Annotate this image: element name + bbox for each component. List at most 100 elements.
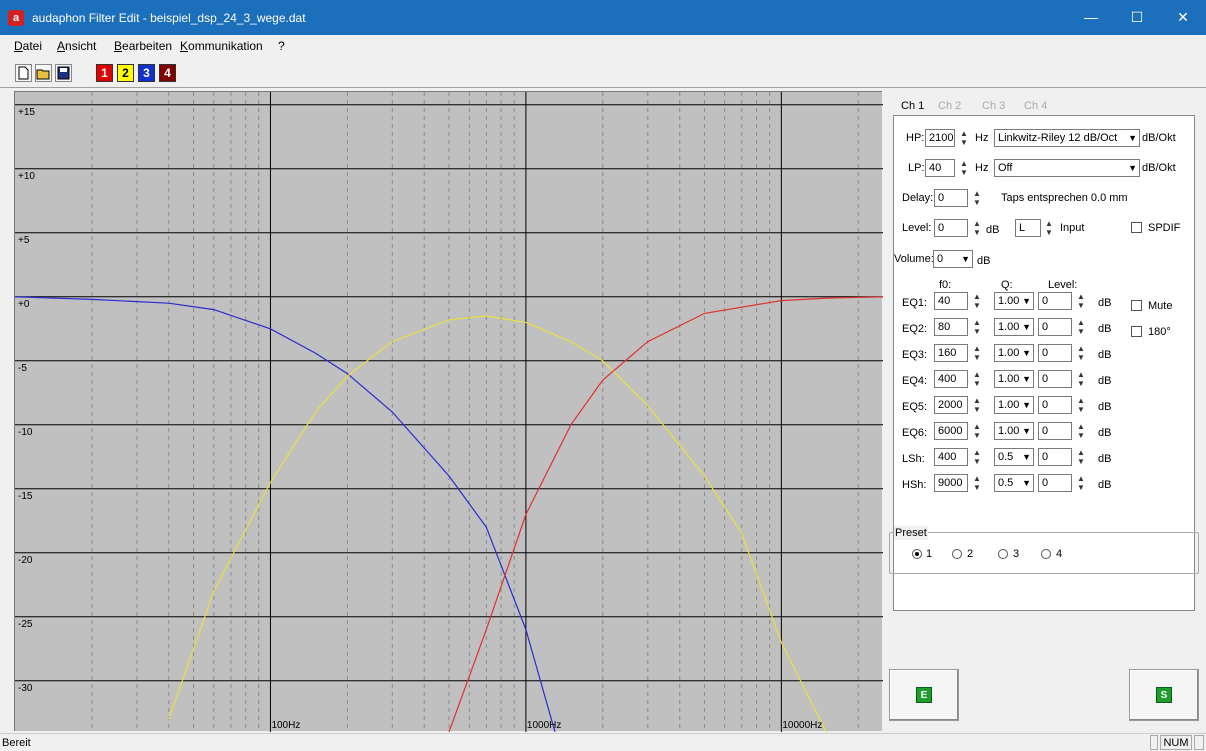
close-button[interactable]: ✕ [1177, 9, 1189, 25]
eq-8-level-spinner[interactable]: ▲ ▼ [1077, 474, 1085, 492]
channel-1-button[interactable]: 1 [96, 64, 113, 82]
eq-4-q-select[interactable]: 1.00 ▼ [994, 370, 1034, 388]
y-tick-label: -20 [18, 555, 33, 566]
eq-6-f0-input[interactable]: 6000 [934, 422, 968, 440]
eq-2-level-spinner[interactable]: ▲ ▼ [1077, 318, 1085, 336]
open-button[interactable] [35, 64, 52, 82]
eq-2-f0-spinner[interactable]: ▲ ▼ [973, 318, 981, 336]
eq-8-label: HSh: [902, 479, 927, 491]
s-button[interactable]: S [1129, 669, 1199, 721]
preset-3-label: 3 [1013, 548, 1020, 560]
preset-2-radio[interactable] [952, 549, 962, 559]
new-file-icon [18, 66, 29, 80]
channel-4-button[interactable]: 4 [159, 64, 176, 82]
tab-ch2[interactable]: Ch 2 [938, 100, 962, 112]
tab-ch1[interactable]: Ch 1 [901, 100, 925, 112]
eq-2-q-select[interactable]: 1.00 ▼ [994, 318, 1034, 336]
chevron-down-icon: ▼ [961, 254, 970, 264]
eq-7-q-select[interactable]: 0.5 ▼ [994, 448, 1034, 466]
eq-1-q-select[interactable]: 1.00 ▼ [994, 292, 1034, 310]
series-blue-line [15, 296, 556, 732]
eq-4-f0-input[interactable]: 400 [934, 370, 968, 388]
eq-2-level-input[interactable]: 0 [1038, 318, 1072, 336]
menu-help[interactable]: ? [278, 39, 285, 53]
eq-7-level-spinner[interactable]: ▲ ▼ [1077, 448, 1085, 466]
chevron-down-icon: ▼ [1128, 133, 1137, 143]
e-button[interactable]: E [889, 669, 959, 721]
eq-3-level-input[interactable]: 0 [1038, 344, 1072, 362]
input-select[interactable]: L [1015, 219, 1041, 237]
delay-spinner[interactable]: ▲ ▼ [973, 189, 981, 207]
eq-2-f0-input[interactable]: 80 [934, 318, 968, 336]
tab-ch3[interactable]: Ch 3 [982, 100, 1006, 112]
preset-3-radio[interactable] [998, 549, 1008, 559]
eq-2-label: EQ2: [902, 323, 928, 335]
preset-1-radio[interactable] [912, 549, 922, 559]
menu-datei[interactable]: Datei [14, 39, 42, 53]
lp-frequency-spinner[interactable]: ▲ ▼ [960, 159, 968, 177]
eq-1-level-input[interactable]: 0 [1038, 292, 1072, 310]
hp-filter-type-select[interactable]: Linkwitz-Riley 12 dB/Oct ▼ [994, 129, 1140, 147]
eq-7-level-input[interactable]: 0 [1038, 448, 1072, 466]
menu-kommunikation-label: ommunikation [188, 39, 263, 53]
y-tick-label: +5 [18, 235, 30, 246]
eq-5-level-input[interactable]: 0 [1038, 396, 1072, 414]
volume-select[interactable]: 0 ▼ [933, 250, 973, 268]
level-input[interactable]: 0 [934, 219, 968, 237]
eq-1-f0-input[interactable]: 40 [934, 292, 968, 310]
eq-3-f0-input[interactable]: 160 [934, 344, 968, 362]
eq-8-q-select[interactable]: 0.5 ▼ [994, 474, 1034, 492]
hp-label: HP: [906, 132, 925, 144]
input-spinner[interactable]: ▲ ▼ [1045, 219, 1053, 237]
menu-bearbeiten[interactable]: Bearbeiten [114, 39, 172, 53]
eq-3-f0-spinner[interactable]: ▲ ▼ [973, 344, 981, 362]
minimize-button[interactable]: — [1084, 9, 1098, 25]
mute-checkbox[interactable] [1131, 300, 1142, 311]
eq-4-f0-spinner[interactable]: ▲ ▼ [973, 370, 981, 388]
channel-3-button[interactable]: 3 [138, 64, 155, 82]
new-file-button[interactable] [15, 64, 32, 82]
maximize-button[interactable]: ☐ [1130, 9, 1144, 25]
phase-180-checkbox[interactable] [1131, 326, 1142, 337]
preset-4-radio[interactable] [1041, 549, 1051, 559]
spdif-checkbox[interactable] [1131, 222, 1142, 233]
save-button[interactable] [55, 64, 72, 82]
eq-4-label: EQ4: [902, 375, 928, 387]
hp-frequency-input[interactable]: 2100 [925, 129, 955, 147]
eq-3-q-value: 1.00 [998, 347, 1020, 359]
tab-ch4[interactable]: Ch 4 [1024, 100, 1048, 112]
eq-8-f0-spinner[interactable]: ▲ ▼ [973, 474, 981, 492]
eq-6-level-input[interactable]: 0 [1038, 422, 1072, 440]
menu-kommunikation[interactable]: Kommunikation [180, 39, 263, 53]
eq-3-level-spinner[interactable]: ▲ ▼ [1077, 344, 1085, 362]
eq-3-q-select[interactable]: 1.00 ▼ [994, 344, 1034, 362]
eq-3-label: EQ3: [902, 349, 928, 361]
eq-5-unit: dB [1098, 401, 1112, 413]
eq-6-q-select[interactable]: 1.00 ▼ [994, 422, 1034, 440]
lp-filter-type-select[interactable]: Off ▼ [994, 159, 1140, 177]
eq-1-level-spinner[interactable]: ▲ ▼ [1077, 292, 1085, 310]
eq-5-f0-spinner[interactable]: ▲ ▼ [973, 396, 981, 414]
eq-4-level-input[interactable]: 0 [1038, 370, 1072, 388]
eq-7-f0-input[interactable]: 400 [934, 448, 968, 466]
eq-5-q-select[interactable]: 1.00 ▼ [994, 396, 1034, 414]
lp-frequency-input[interactable]: 40 [925, 159, 955, 177]
eq-8-level-input[interactable]: 0 [1038, 474, 1072, 492]
frequency-response-chart[interactable]: +15 +10 +5 +0 -5 -10 -15 -20 -25 -30 100Hz 1000Hz 10… [14, 91, 883, 732]
eq-3-unit: dB [1098, 349, 1112, 361]
hp-frequency-spinner[interactable]: ▲ ▼ [960, 129, 968, 147]
eq-5-level-spinner[interactable]: ▲ ▼ [1077, 396, 1085, 414]
eq-6-f0-spinner[interactable]: ▲ ▼ [973, 422, 981, 440]
eq-6-level-spinner[interactable]: ▲ ▼ [1077, 422, 1085, 440]
level-spinner[interactable]: ▲ ▼ [973, 219, 981, 237]
x-tick-label: 1000Hz [527, 720, 561, 731]
eq-7-f0-spinner[interactable]: ▲ ▼ [973, 448, 981, 466]
eq-5-f0-input[interactable]: 2000 [934, 396, 968, 414]
eq-8-f0-input[interactable]: 9000 [934, 474, 968, 492]
eq-1-f0-spinner[interactable]: ▲ ▼ [973, 292, 981, 310]
preset-1-label: 1 [926, 548, 933, 560]
eq-4-level-spinner[interactable]: ▲ ▼ [1077, 370, 1085, 388]
delay-input[interactable]: 0 [934, 189, 968, 207]
menu-ansicht[interactable]: Ansicht [57, 39, 96, 53]
channel-2-button[interactable]: 2 [117, 64, 134, 82]
